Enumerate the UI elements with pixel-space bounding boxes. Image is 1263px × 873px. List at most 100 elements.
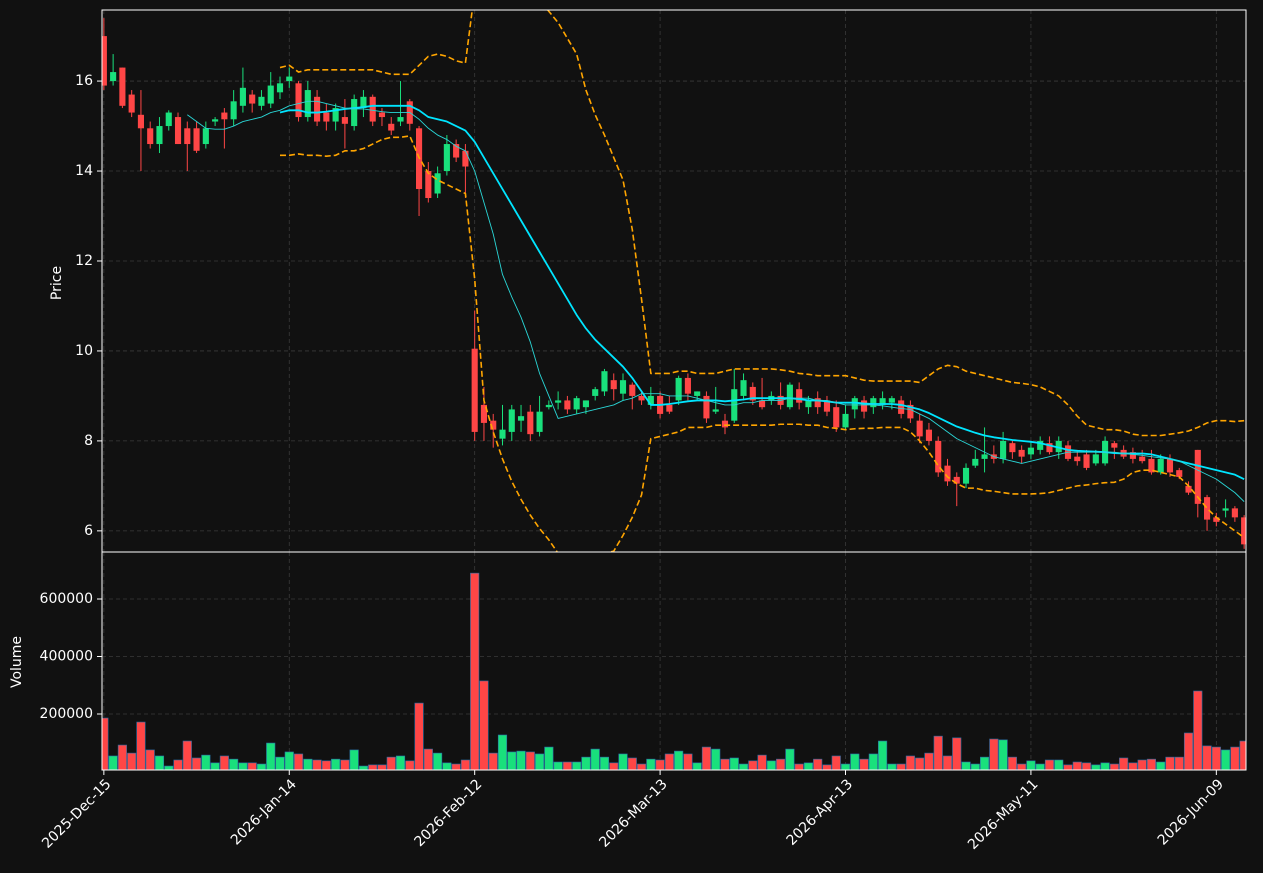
candle-body xyxy=(536,411,543,432)
candle-body xyxy=(1148,458,1155,473)
candle-body xyxy=(619,380,627,394)
candle-body xyxy=(545,404,552,408)
candle-body xyxy=(221,112,228,120)
candle-body xyxy=(102,36,107,86)
y2-tick-label: 200000 xyxy=(40,706,93,722)
candle-body xyxy=(443,144,450,172)
candle-body xyxy=(935,440,942,473)
candle-body xyxy=(1027,447,1034,455)
candle-body xyxy=(953,476,960,484)
candle-body xyxy=(703,395,710,419)
volume-bar xyxy=(1054,759,1064,770)
volume-bar xyxy=(850,753,860,770)
volume-bar xyxy=(488,752,498,770)
volume-bar xyxy=(683,753,693,770)
y-axis-label: Price xyxy=(49,266,65,300)
volume-bar xyxy=(933,735,943,770)
volume-bar xyxy=(127,752,137,770)
candle-body xyxy=(1241,517,1246,545)
volume-bar xyxy=(1035,763,1045,770)
volume-bar xyxy=(340,759,350,770)
volume-bar xyxy=(636,763,647,770)
candle-body xyxy=(193,128,200,151)
candle-body xyxy=(740,380,747,396)
y-tick-label: 6 xyxy=(84,523,93,539)
volume-bar xyxy=(497,734,508,770)
candle-body xyxy=(907,404,914,419)
volume-bar xyxy=(599,756,610,770)
candle-body xyxy=(879,398,886,405)
volume-bar xyxy=(1091,764,1101,770)
candle-body xyxy=(1046,443,1053,453)
candle-body xyxy=(276,83,284,93)
indicator-line xyxy=(279,104,1245,480)
volume-bar xyxy=(145,749,155,770)
candle-body xyxy=(981,454,988,459)
candle-body xyxy=(1139,456,1146,462)
y2-axis-label: Volume xyxy=(9,636,25,688)
candle-body xyxy=(759,400,766,408)
volume-bar xyxy=(275,756,285,770)
volume-bar xyxy=(618,753,628,770)
candle-body xyxy=(1083,454,1090,468)
candle-body xyxy=(304,90,311,118)
volume-bar xyxy=(1072,761,1082,770)
volume-bar xyxy=(1193,690,1203,770)
volume-bar xyxy=(321,760,331,770)
candle-body xyxy=(582,400,589,408)
volume-bar xyxy=(377,764,387,770)
volume-bar xyxy=(219,755,229,770)
volume-bar xyxy=(822,764,832,770)
candle-body xyxy=(388,123,395,131)
volume-bar xyxy=(590,748,600,770)
volume-bar xyxy=(1165,756,1175,770)
candle-body xyxy=(573,398,580,410)
volume-bar xyxy=(1109,763,1119,770)
candle-body xyxy=(1166,458,1174,473)
y-tick-label: 16 xyxy=(75,73,93,89)
volume-bar xyxy=(887,763,897,770)
candle-body xyxy=(267,85,274,104)
candle-body xyxy=(1129,452,1136,459)
volume-bar xyxy=(924,752,934,770)
volume-bar xyxy=(368,764,378,770)
candle-body xyxy=(601,371,608,392)
candle-body xyxy=(453,144,460,158)
candle-body xyxy=(694,391,701,396)
volume-bar xyxy=(655,759,665,770)
volume-bar xyxy=(102,717,109,770)
candle-body xyxy=(796,389,803,403)
volume-bar xyxy=(479,680,489,770)
y2-tick-label: 600000 xyxy=(40,591,93,607)
volume-bar xyxy=(414,702,424,770)
volume-bar xyxy=(312,759,322,770)
candle-body xyxy=(314,96,321,122)
volume-bar xyxy=(720,758,730,770)
volume-bar xyxy=(1202,745,1212,770)
volume-bar xyxy=(785,748,795,770)
volume-bar xyxy=(831,755,841,770)
candle-body xyxy=(174,117,182,145)
volume-bar xyxy=(646,758,656,770)
volume-bar xyxy=(1128,762,1138,770)
volume-bar xyxy=(256,763,267,770)
candle-body xyxy=(119,67,126,106)
candle-body xyxy=(888,398,895,403)
candle-body xyxy=(666,404,673,412)
candle-body xyxy=(721,420,729,428)
volume-bar xyxy=(776,758,786,770)
volume-bar xyxy=(989,738,999,770)
volume-bar xyxy=(664,753,674,770)
volume-bar xyxy=(757,754,767,770)
volume-bar xyxy=(701,746,712,770)
candle-body xyxy=(749,386,756,401)
candle-body xyxy=(137,114,144,129)
candle-body xyxy=(675,377,682,401)
volume-bar xyxy=(1156,761,1166,770)
volume-bar xyxy=(961,761,971,770)
volume-bar xyxy=(748,760,758,770)
candle-body xyxy=(638,395,645,401)
candle-body xyxy=(610,380,617,390)
volume-bar xyxy=(201,754,211,770)
